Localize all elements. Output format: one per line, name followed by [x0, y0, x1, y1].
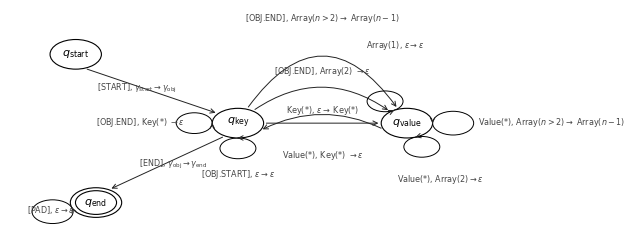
Text: Value(*), Array$(2) \to \epsilon$: Value(*), Array$(2) \to \epsilon$ — [397, 174, 484, 187]
Ellipse shape — [381, 108, 433, 138]
Text: $q_{\mathrm{start}}$: $q_{\mathrm{start}}$ — [62, 48, 89, 60]
Text: [PAD], $\epsilon \to \epsilon$: [PAD], $\epsilon \to \epsilon$ — [27, 205, 75, 216]
Text: [OBJ.END], Key(*) $\to \epsilon$: [OBJ.END], Key(*) $\to \epsilon$ — [95, 116, 184, 129]
Text: $q_{\mathrm{end}}$: $q_{\mathrm{end}}$ — [84, 197, 108, 208]
Text: $q_{\mathrm{key}}$: $q_{\mathrm{key}}$ — [227, 116, 250, 130]
Ellipse shape — [70, 188, 122, 217]
Text: Value(*), Key(*) $\to \epsilon$: Value(*), Key(*) $\to \epsilon$ — [282, 148, 363, 161]
Text: [OBJ.END], Array$(n > 2) \to$ Array$(n-1)$: [OBJ.END], Array$(n > 2) \to$ Array$(n-1… — [245, 12, 400, 25]
Text: [OBJ.END], Array(2) $\to \epsilon$: [OBJ.END], Array(2) $\to \epsilon$ — [274, 65, 371, 78]
Text: [OBJ.START], $\epsilon \to \epsilon$: [OBJ.START], $\epsilon \to \epsilon$ — [201, 168, 275, 181]
Text: $q_{\mathrm{value}}$: $q_{\mathrm{value}}$ — [392, 117, 422, 129]
Ellipse shape — [76, 191, 116, 214]
Text: Key(*), $\epsilon \to$ Key(*): Key(*), $\epsilon \to$ Key(*) — [285, 104, 359, 117]
Text: [START], $\gamma_{\rm start} \to \gamma_{\rm obj}$: [START], $\gamma_{\rm start} \to \gamma_… — [97, 82, 177, 95]
Ellipse shape — [212, 108, 264, 138]
Text: Value(*), Array$(n > 2) \to$ Array$(n-1)$: Value(*), Array$(n > 2) \to$ Array$(n-1)… — [478, 116, 625, 129]
Text: Array(1), $\epsilon \to \epsilon$: Array(1), $\epsilon \to \epsilon$ — [366, 39, 424, 52]
Text: [END], $\gamma_{\rm obj} \to \gamma_{\rm end}$: [END], $\gamma_{\rm obj} \to \gamma_{\rm… — [140, 158, 208, 171]
Ellipse shape — [50, 40, 101, 69]
